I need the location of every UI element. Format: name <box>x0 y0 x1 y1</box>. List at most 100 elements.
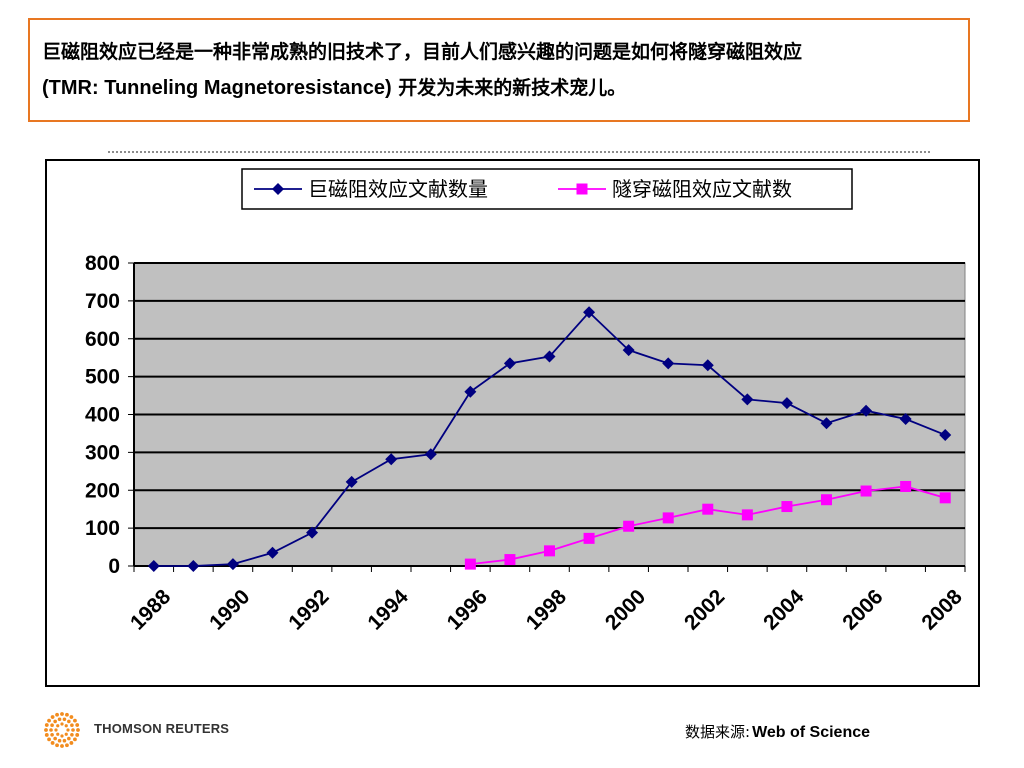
series-1-point <box>662 357 675 370</box>
series-1-point <box>464 385 477 398</box>
y-tick-label: 500 <box>85 366 120 389</box>
series-2-point <box>781 501 793 513</box>
series-1-point <box>306 526 319 539</box>
series-2-point <box>583 532 595 544</box>
series-1-point <box>424 448 437 461</box>
y-tick-label: 100 <box>85 517 120 540</box>
logo-dot <box>50 732 54 737</box>
series-2-point <box>464 558 476 570</box>
series-2-point <box>900 480 912 492</box>
series-2-point <box>821 494 832 506</box>
logo-dot <box>50 741 55 745</box>
logo-dot <box>55 743 59 748</box>
series-1-point <box>226 558 239 571</box>
series-1-point <box>820 417 833 430</box>
series-1-point <box>385 453 398 466</box>
legend-box <box>241 168 853 210</box>
x-tick-label: 2004 <box>759 585 809 635</box>
logo-dot <box>44 728 48 732</box>
x-tick-label: 1998 <box>522 585 572 635</box>
series-1-point <box>266 546 279 559</box>
logo-dot <box>49 728 53 732</box>
legend: 巨磁阻效应文献数量 隧穿磁阻效应文献数 <box>241 168 853 210</box>
source-value: Web of Science <box>752 724 871 741</box>
logo-dot <box>57 717 62 722</box>
logo-dot <box>65 743 69 748</box>
series-1-point <box>543 350 556 363</box>
series-2-point <box>860 485 872 497</box>
logo-dot <box>67 719 71 724</box>
publications-line-chart: 0 100 200 300 400 500 600 700 800 1988 1990 1992 199… <box>85 168 967 635</box>
logo-dot <box>60 734 64 738</box>
logo-dot <box>73 737 77 742</box>
series-2-point <box>939 492 951 504</box>
series-2-point <box>504 554 516 566</box>
legend-marker-1 <box>272 183 284 195</box>
logo-dot <box>70 723 74 728</box>
logo-dot <box>75 723 80 727</box>
logo-dot <box>57 738 62 743</box>
x-tick-label: 2006 <box>838 585 887 634</box>
logo-dot <box>75 733 80 737</box>
chart-frame: 0 100 200 300 400 500 600 700 800 1988 1990 1992 199… <box>45 159 980 687</box>
sunburst-dots-icon <box>44 712 80 748</box>
logo-dot <box>69 741 74 745</box>
series-1-point <box>147 560 160 572</box>
logo-dot <box>62 717 67 722</box>
logo-dot <box>53 736 57 741</box>
logo-dot <box>56 724 60 728</box>
legend-marker-2 <box>576 183 588 195</box>
y-tick-label: 300 <box>85 441 120 464</box>
data-source: 数据来源: Web of Science <box>685 721 870 742</box>
series-1-point <box>503 357 516 370</box>
thomson-reuters-logo: THOMSON REUTERS <box>40 708 240 752</box>
legend-label-1: 巨磁阻效应文献数量 <box>308 177 488 201</box>
x-tick-label: 1988 <box>126 585 176 635</box>
x-tick-label: 1996 <box>443 585 492 634</box>
y-tick-label: 200 <box>85 479 120 502</box>
series-1-point <box>860 404 873 417</box>
series-2-point <box>741 509 753 521</box>
logo-dot <box>60 722 64 726</box>
series-2-point <box>623 520 635 532</box>
legend-label-2: 隧穿磁阻效应文献数 <box>612 177 792 201</box>
logo-dot <box>64 732 68 736</box>
y-tick-label: 700 <box>85 290 120 313</box>
y-tick-label: 400 <box>85 404 120 427</box>
series-1-point <box>583 306 596 319</box>
logo-dot <box>47 718 51 723</box>
series-1-point <box>187 560 200 572</box>
x-tick-label: 1992 <box>284 585 333 634</box>
source-label: 数据来源: <box>685 723 751 741</box>
series-1-point <box>939 428 952 441</box>
logo-dot <box>54 728 58 732</box>
logo-dot <box>44 733 49 737</box>
logo-dot <box>50 715 55 719</box>
x-tick-label: 1994 <box>363 585 413 635</box>
series-1-point <box>741 393 754 406</box>
logo-dot <box>44 723 49 727</box>
logo-dot <box>70 732 74 737</box>
intro-line-1: 巨磁阻效应已经是一种非常成熟的旧技术了，目前人们感兴趣的问题是如何将隧穿磁阻效应 <box>42 41 803 63</box>
dotted-divider <box>108 151 930 153</box>
intro-line-2-suffix: 开发为未来的新技术宠儿。 <box>391 77 627 99</box>
logo-dot <box>76 728 80 732</box>
logo-dot <box>69 715 74 719</box>
intro-text-box: 巨磁阻效应已经是一种非常成熟的旧技术了，目前人们感兴趣的问题是如何将隧穿磁阻效应… <box>28 18 970 122</box>
x-tick-label: 2000 <box>601 585 650 634</box>
logo-dot <box>66 728 70 732</box>
logo-text: THOMSON REUTERS <box>94 721 230 736</box>
intro-line-2-english: TMR: Tunneling Magnetoresistance) <box>48 77 392 99</box>
series-1-point <box>345 475 358 488</box>
logo-dot <box>62 738 67 743</box>
intro-line-2: (TMR: Tunneling Magnetoresistance) 开发为未来… <box>42 70 958 106</box>
y-tick-label: 0 <box>108 555 120 578</box>
series-1-point <box>780 397 793 410</box>
series-1-point <box>701 359 714 372</box>
logo-dot <box>47 737 51 742</box>
logo-dot <box>60 744 64 748</box>
series-2-point <box>702 503 714 515</box>
x-tick-label: 1990 <box>205 585 254 634</box>
x-tick-label: 2002 <box>680 585 729 634</box>
series-1-point <box>622 344 635 357</box>
